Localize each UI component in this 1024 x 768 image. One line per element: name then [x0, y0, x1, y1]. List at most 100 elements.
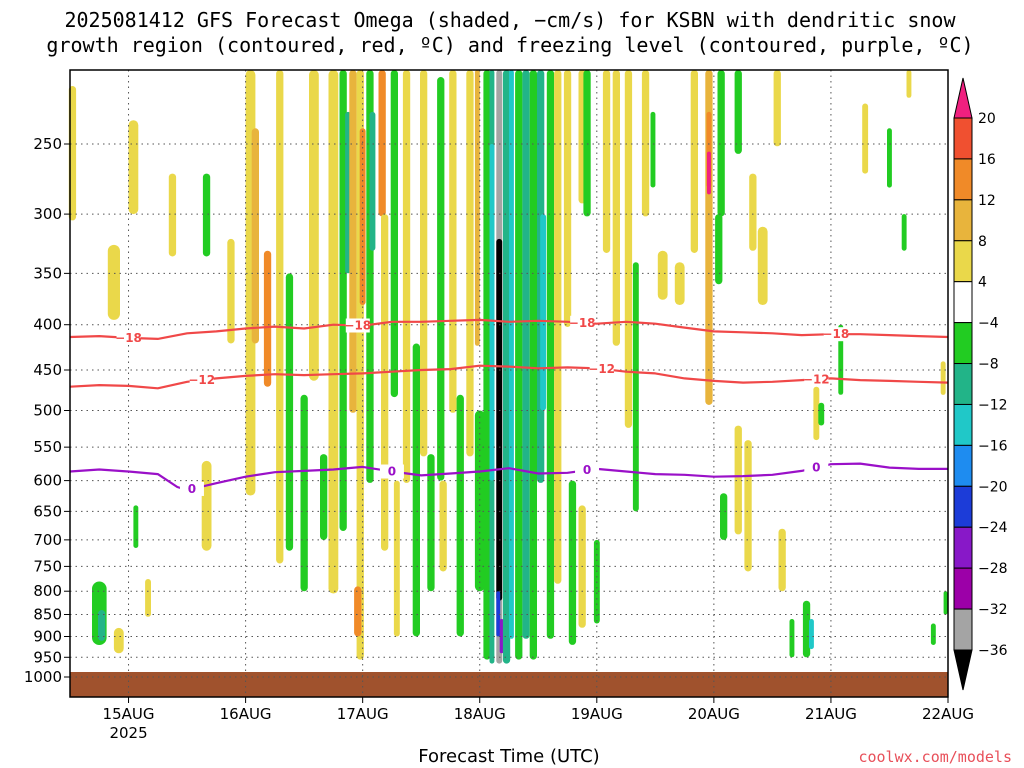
- omega-cell-84: [749, 173, 757, 251]
- omega-cell-50: [499, 619, 504, 654]
- y-tick-label-1000: 1000: [24, 668, 62, 686]
- x-tick-label-18AUG: 18AUG: [454, 705, 506, 723]
- omega-cell-25: [359, 128, 366, 305]
- credit-link[interactable]: coolwx.com/models: [858, 748, 1012, 766]
- omega-cell-6: [145, 579, 151, 617]
- omega-cell-86: [773, 70, 781, 147]
- contour-line-0: [69, 318, 949, 340]
- y-axis-pressure: 250 300 350 400 450 500 550 600 650 700 750 800 850 9…: [24, 135, 70, 686]
- omega-cell-70: [641, 70, 650, 217]
- omega-cell-71: [650, 111, 656, 188]
- contour-label-2-2: 0: [583, 463, 591, 477]
- contour-label-bg-0-0: [116, 330, 141, 345]
- omega-cell-82: [744, 440, 752, 572]
- omega-cell-54: [522, 70, 530, 639]
- contour-label-1-2: −12: [803, 372, 830, 386]
- omega-cell-67: [612, 70, 620, 346]
- omega-cell-10: [201, 460, 212, 551]
- colorbar-swatch-12: [953, 608, 973, 651]
- omega-cell-63: [583, 70, 591, 217]
- colorbar-swatch-3: [953, 240, 973, 283]
- omega-cell-88: [789, 619, 795, 658]
- colorbar-label-5: −4: [978, 316, 999, 332]
- y-tick-label-600: 600: [33, 472, 62, 490]
- y-tick-label-350: 350: [33, 264, 62, 282]
- omega-cell-53: [515, 70, 523, 660]
- omega-cell-35: [420, 70, 428, 457]
- ground-layer: [70, 672, 948, 697]
- colorbar-swatch-1: [953, 158, 973, 201]
- contour-label-0-0: −18: [115, 331, 142, 345]
- y-tick-label-300: 300: [33, 205, 62, 223]
- colorbar-label-7: −12: [978, 397, 1008, 413]
- omega-cell-57: [540, 214, 547, 411]
- omega-cell-20: [328, 70, 339, 594]
- y-tick-label-550: 550: [33, 438, 62, 456]
- omega-cell-80: [720, 493, 728, 540]
- omega-shading-layer: [68, 70, 948, 664]
- colorbar-swatch-4: [953, 281, 973, 324]
- omega-cell-97: [906, 70, 912, 98]
- contour-label-bg-1-2: [804, 372, 829, 387]
- omega-cell-61: [568, 480, 577, 645]
- x-tick-sublabel-15AUG: 2025: [109, 724, 147, 742]
- omega-cell-48: [496, 238, 503, 601]
- x-tick-label-22AUG: 22AUG: [922, 705, 974, 723]
- colorbar-swatch-10: [953, 526, 973, 569]
- chart-title-line-1: 2025081412 GFS Forecast Omega (shaded, −…: [64, 8, 956, 32]
- y-tick-label-900: 900: [33, 627, 62, 645]
- contour-label-0-1: −18: [344, 319, 371, 333]
- omega-cell-78: [717, 70, 725, 217]
- omega-cell-73: [674, 262, 685, 305]
- colorbar-swatch-6: [953, 363, 973, 405]
- colorbar-bottom-arrow: [953, 649, 973, 691]
- x-tick-label-19AUG: 19AUG: [571, 705, 623, 723]
- omega-cell-32: [393, 480, 400, 637]
- colorbar-swatch-7: [953, 403, 973, 446]
- colorbar-label-3: 8: [978, 234, 987, 250]
- contour-label-1-1: −12: [588, 362, 615, 376]
- omega-cell-37: [437, 77, 445, 481]
- colorbar-label-6: −8: [978, 357, 999, 373]
- omega-cell-40: [456, 394, 464, 637]
- omega-cell-93: [838, 324, 844, 395]
- omega-cell-30: [381, 214, 389, 551]
- omega-cell-34: [412, 343, 420, 637]
- omega-cell-79: [715, 214, 723, 285]
- grid-lines: [70, 70, 949, 697]
- y-tick-label-500: 500: [33, 402, 62, 420]
- colorbar-swatch-9: [953, 485, 973, 528]
- colorbar-swatch-8: [953, 444, 973, 487]
- contour-label-2-3: 0: [812, 461, 820, 475]
- omega-cell-59: [554, 70, 562, 584]
- colorbar-swatch-0: [953, 117, 973, 160]
- omega-cell-52: [509, 70, 514, 639]
- omega-cell-31: [390, 70, 398, 398]
- omega-cell-39: [449, 70, 457, 413]
- x-tick-label-20AUG: 20AUG: [688, 705, 740, 723]
- omega-cell-95: [887, 128, 892, 188]
- omega-cell-33: [402, 70, 411, 483]
- contour-layer: −18 −18 −18 −18 −12 −12 −12 0 0 0 0: [69, 315, 949, 496]
- omega-cell-72: [657, 250, 668, 300]
- omega-cell-36: [427, 454, 435, 592]
- x-tick-label-15AUG: 15AUG: [103, 705, 155, 723]
- omega-cell-17: [300, 394, 308, 592]
- contour-label-1-0: −12: [188, 373, 215, 387]
- chart-title-line-2: growth region (contoured, red, ºC) and f…: [46, 33, 973, 57]
- omega-cell-15: [276, 70, 284, 564]
- omega-cell-55: [529, 70, 537, 660]
- y-tick-label-400: 400: [33, 316, 62, 334]
- y-tick-label-950: 950: [33, 648, 62, 666]
- omega-cell-14: [263, 250, 272, 387]
- omega-cell-7: [133, 505, 139, 548]
- contour-label-2-1: 0: [388, 465, 396, 479]
- colorbar-swatch-5: [953, 322, 973, 365]
- contour-label-0-3: −18: [822, 327, 849, 341]
- colorbar-label-9: −20: [978, 479, 1008, 495]
- omega-cell-68: [624, 70, 633, 428]
- color-scale-legend: 20 16 12 8 4 −4 −8 −12 −16 −20 −24 −28 −32 −36: [953, 77, 1008, 691]
- omega-cell-43: [474, 410, 485, 592]
- omega-cell-96: [901, 214, 907, 251]
